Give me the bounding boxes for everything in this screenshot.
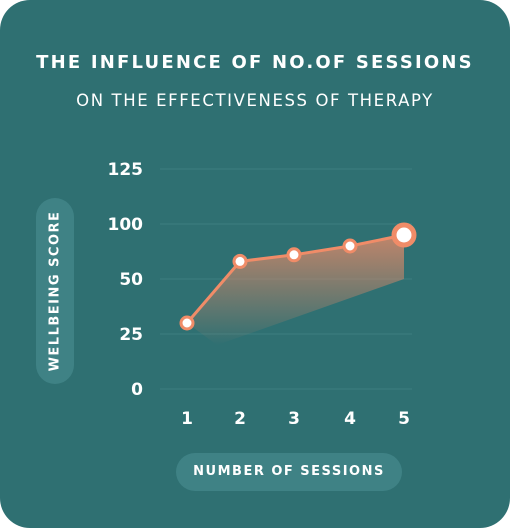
x-tick-label: 5 [398, 409, 410, 429]
data-point [179, 315, 195, 331]
x-axis-label-pill [176, 453, 402, 491]
data-point [342, 238, 358, 254]
x-axis-label: NUMBER OF SESSIONS [193, 464, 385, 479]
y-tick-label: 50 [119, 270, 143, 290]
chart-title: THE INFLUENCE OF NO.OF SESSIONS [36, 52, 474, 73]
y-tick-label: 0 [131, 380, 143, 400]
data-point [391, 222, 417, 248]
x-tick-label: 4 [344, 409, 356, 429]
y-tick-label: 25 [119, 325, 143, 345]
y-tick-label: 100 [108, 215, 144, 235]
data-point [286, 247, 302, 263]
x-tick-label: 2 [234, 409, 246, 429]
chart-subtitle: ON THE EFFECTIVENESS OF THERAPY [76, 91, 434, 110]
y-tick-label: 125 [108, 160, 144, 180]
x-tick-label: 1 [181, 409, 193, 429]
x-tick-label: 3 [288, 409, 300, 429]
y-axis-label-pill [36, 198, 74, 384]
data-point [232, 253, 248, 269]
